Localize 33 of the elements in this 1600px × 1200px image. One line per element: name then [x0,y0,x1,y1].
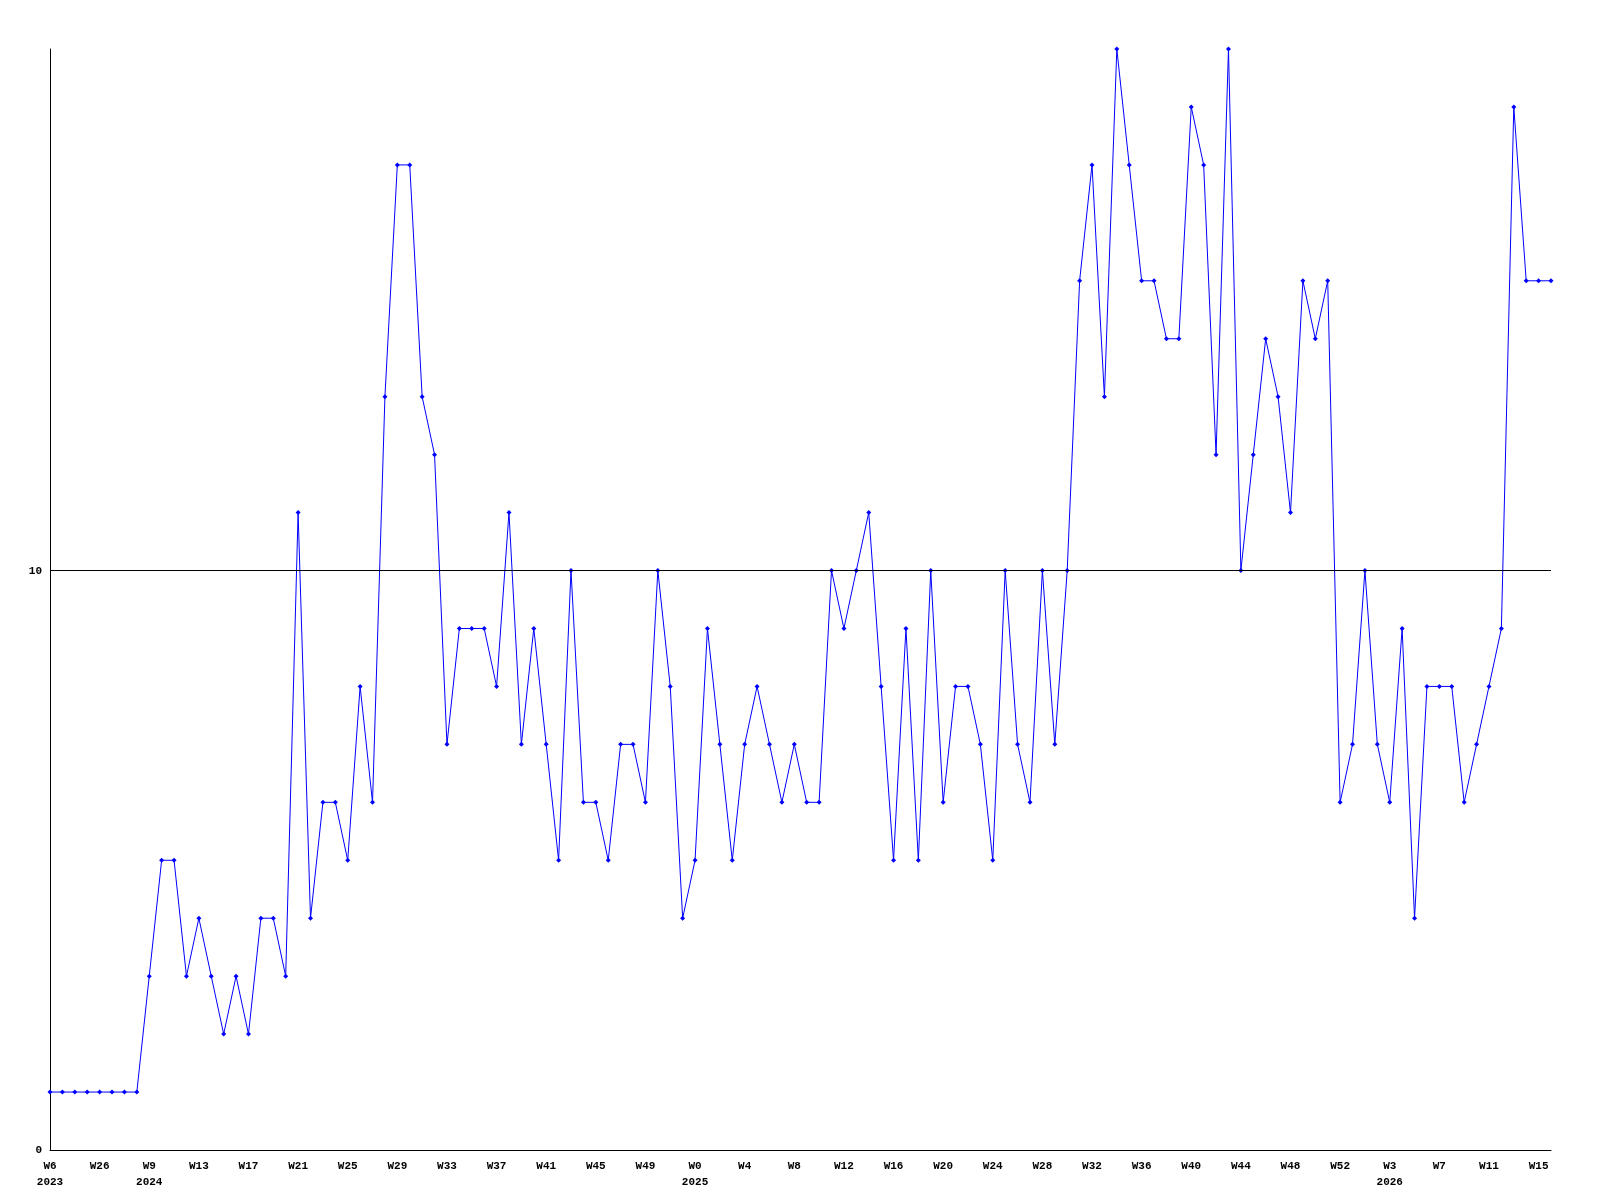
y-tick-label: 0 [35,1144,42,1156]
x-tick-label: W26 [89,1160,110,1172]
x-tick-label: W48 [1280,1160,1301,1172]
x-tick-label: W29 [387,1160,408,1172]
x-tick-label: W44 [1230,1160,1252,1172]
x-tick-label: W16 [883,1160,904,1172]
x-tick-label: W21 [288,1160,309,1172]
x-tick-label: W13 [188,1160,210,1172]
x-tick-label: W52 [1330,1160,1351,1172]
x-tick-label: W12 [834,1160,854,1172]
y-tick-label: 10 [28,564,42,577]
x-tick-label: W28 [1032,1160,1053,1172]
x-tick-label: W45 [585,1160,607,1172]
x-tick-label: W33 [437,1160,458,1172]
x-tick-label: W36 [1131,1160,1152,1172]
x-tick-label: W11 [1479,1160,1500,1172]
x-tick-label: W15 [1528,1160,1549,1172]
x-tick-label: W41 [536,1160,557,1172]
x-tick-label: W8 [787,1160,802,1172]
x-tick-label: W20 [933,1160,954,1172]
x-tick-label: W17 [238,1160,259,1172]
x-tick-label: W0 2025 [681,1160,709,1188]
x-tick-label: W7 [1432,1160,1446,1172]
x-tick-label: W3 2026 [1376,1160,1403,1188]
x-tick-label: W37 [486,1160,507,1172]
x-tick-label: W24 [982,1160,1004,1172]
x-tick-label: W6 2023 [36,1160,64,1188]
x-tick-label: W32 [1082,1160,1102,1172]
x-tick-label: W49 [635,1160,656,1172]
x-tick-label: W40 [1181,1160,1202,1172]
x-tick-label: W9 2024 [136,1160,163,1188]
x-tick-label: W4 [738,1160,752,1172]
x-tick-label: W25 [337,1160,359,1172]
